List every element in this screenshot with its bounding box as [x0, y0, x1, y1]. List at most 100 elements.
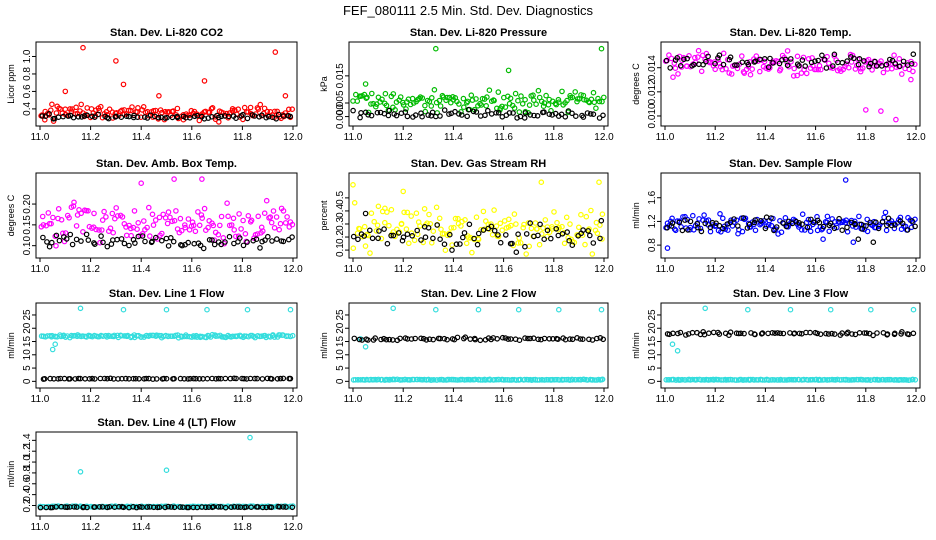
x-tick-label: 11.4 — [132, 394, 151, 405]
data-point — [45, 210, 52, 216]
data-point — [196, 117, 203, 124]
data-point — [778, 229, 785, 236]
chart-panel-10: Stan. Dev. Line 4 (LT) Flow 11.0 11.2 11.4 1… — [6, 417, 303, 533]
data-point — [273, 236, 280, 242]
data-point — [196, 222, 203, 229]
data-point-outlier — [432, 45, 439, 52]
series-reference — [39, 111, 294, 122]
data-point — [280, 375, 287, 382]
data-point — [388, 232, 394, 239]
data-point — [84, 112, 91, 119]
data-point — [566, 237, 573, 244]
data-point — [867, 60, 874, 67]
data-point — [134, 226, 140, 233]
data-point-outlier — [272, 49, 279, 55]
data-point — [763, 214, 770, 221]
y-tick-label: 0.2 — [22, 498, 33, 512]
data-point — [372, 335, 379, 341]
data-point — [274, 375, 281, 382]
x-tick-label: 11.4 — [444, 264, 463, 275]
data-point — [449, 242, 455, 248]
data-point — [677, 63, 684, 69]
data-point — [752, 331, 758, 338]
data-point — [672, 227, 679, 234]
data-point — [199, 215, 206, 221]
data-point — [244, 239, 250, 245]
data-point — [373, 228, 380, 234]
data-point — [722, 226, 729, 232]
data-point — [252, 503, 258, 510]
data-point — [152, 217, 159, 223]
data-point — [289, 234, 295, 240]
data-point — [474, 241, 481, 248]
data-point — [381, 219, 388, 226]
data-point — [418, 237, 424, 243]
y-axis-label: ml/min — [6, 332, 16, 359]
data-point — [904, 227, 911, 233]
data-point — [507, 95, 514, 102]
data-point — [851, 55, 857, 62]
data-point-outlier — [247, 434, 253, 441]
data-point — [879, 218, 886, 225]
data-point — [156, 504, 163, 511]
data-point — [67, 231, 74, 238]
data-point — [746, 221, 753, 228]
data-point — [404, 209, 411, 216]
data-point-outlier — [201, 78, 208, 84]
data-point — [668, 223, 675, 229]
data-point — [159, 237, 165, 244]
y-tick-label: 1.0 — [22, 455, 33, 469]
data-point — [509, 240, 515, 247]
data-point — [512, 90, 519, 97]
data-point — [527, 112, 534, 118]
data-point — [898, 71, 905, 77]
data-point — [534, 113, 541, 119]
data-point — [104, 375, 111, 382]
data-point — [876, 222, 883, 228]
data-point — [80, 229, 86, 235]
x-tick-label: 11.0 — [31, 132, 50, 143]
data-point — [119, 107, 125, 114]
x-tick-label: 11.6 — [806, 132, 825, 143]
data-point — [356, 336, 363, 343]
data-point — [796, 220, 802, 226]
data-point — [760, 218, 767, 224]
data-point-outlier — [820, 236, 826, 243]
data-point — [210, 222, 217, 229]
x-tick-label: 11.8 — [856, 394, 875, 405]
data-point — [419, 95, 426, 101]
chart-panel-2: Stan. Dev. Li-820 Pressure 11.0 11.2 11.4 11… — [319, 27, 614, 143]
data-point — [227, 375, 234, 382]
data-point — [225, 213, 231, 220]
data-point — [530, 97, 537, 104]
data-point — [777, 330, 784, 337]
data-point — [264, 108, 271, 115]
x-tick-label: 12.0 — [594, 264, 614, 275]
data-point — [909, 218, 915, 224]
y-axis-label: kPa — [319, 76, 329, 92]
data-point — [555, 96, 562, 103]
data-point — [376, 228, 382, 234]
data-point — [82, 375, 88, 382]
x-tick-label: 11.0 — [656, 264, 675, 275]
x-tick-label: 11.2 — [394, 264, 413, 275]
data-point — [141, 218, 147, 224]
data-point — [559, 223, 565, 230]
data-point — [374, 222, 381, 229]
data-point — [473, 109, 480, 115]
x-tick-label: 12.0 — [283, 132, 303, 143]
data-point — [747, 376, 754, 383]
data-point — [85, 208, 91, 214]
data-point — [411, 237, 418, 244]
data-point — [433, 204, 440, 211]
data-point — [817, 377, 824, 383]
series-reference — [350, 210, 605, 256]
data-point — [205, 224, 211, 231]
data-point — [85, 237, 92, 243]
data-point — [782, 215, 789, 221]
data-point — [215, 375, 222, 382]
data-point — [700, 61, 706, 68]
data-point — [352, 376, 359, 383]
data-point — [856, 329, 863, 336]
data-point — [553, 226, 560, 232]
